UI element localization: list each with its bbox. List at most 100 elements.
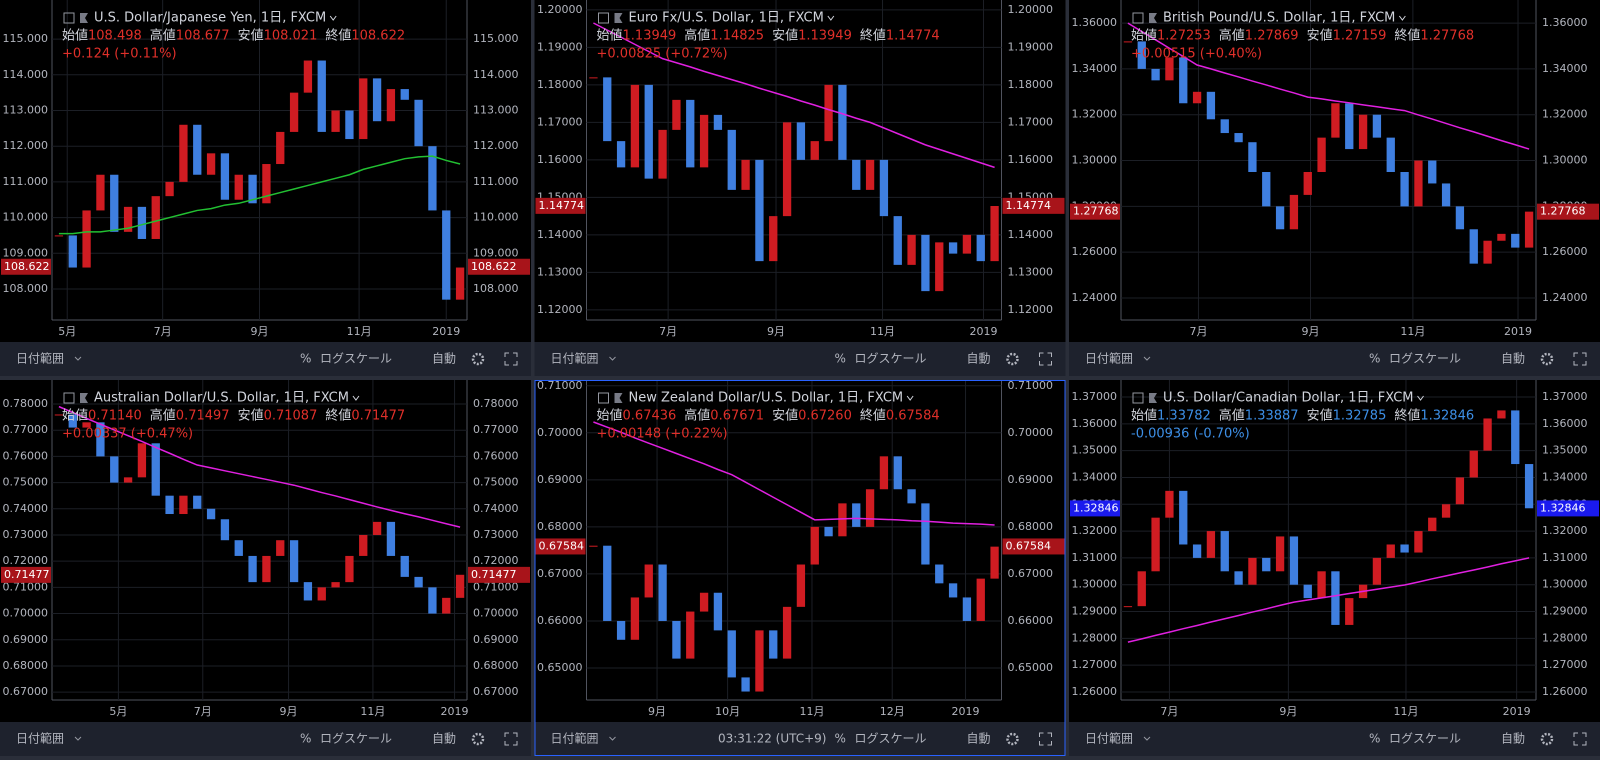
title-chevron[interactable] bbox=[329, 15, 337, 21]
candle bbox=[1524, 211, 1534, 248]
y-tick-label: 0.69000 bbox=[1008, 473, 1054, 486]
last-price-box bbox=[1070, 203, 1120, 220]
y-tick-label: 1.20000 bbox=[537, 3, 583, 16]
ohlc-label: 高値 bbox=[1219, 28, 1245, 44]
candle bbox=[1345, 598, 1354, 625]
ohlc-value: 0.71477 bbox=[351, 409, 405, 424]
candle bbox=[1469, 229, 1478, 264]
active-border bbox=[534, 380, 1066, 756]
settings-button[interactable] bbox=[1540, 352, 1554, 366]
candle bbox=[372, 521, 382, 535]
date-range-chevron[interactable] bbox=[609, 736, 616, 741]
candle bbox=[317, 587, 326, 601]
candle bbox=[1234, 571, 1243, 585]
candle bbox=[1206, 91, 1216, 120]
candle bbox=[165, 181, 174, 197]
date-range-button[interactable]: 日付範囲 bbox=[551, 731, 599, 746]
settings-button[interactable] bbox=[471, 732, 485, 746]
date-range-chevron[interactable] bbox=[74, 736, 82, 741]
x-tick-label: 9月 bbox=[648, 705, 666, 718]
log-scale-button[interactable]: ログスケール bbox=[855, 352, 927, 366]
candle bbox=[1400, 171, 1409, 207]
date-range-button[interactable]: 日付範囲 bbox=[551, 351, 599, 366]
x-tick-label: 2019 bbox=[432, 325, 460, 338]
x-tick-label: 7月 bbox=[154, 325, 172, 338]
date-range-button[interactable]: 日付範囲 bbox=[16, 731, 64, 746]
date-range-chevron[interactable] bbox=[609, 356, 616, 361]
title-chevron[interactable] bbox=[1417, 395, 1424, 401]
chart-panel bbox=[534, 0, 1066, 342]
candle bbox=[1303, 171, 1312, 195]
percent-button[interactable]: % bbox=[835, 352, 846, 366]
candle bbox=[372, 78, 382, 122]
percent-button[interactable]: % bbox=[300, 352, 311, 366]
x-tick-label: 9月 bbox=[1279, 705, 1297, 718]
y-tick-label: 0.71000 bbox=[3, 580, 49, 593]
fullscreen-button[interactable] bbox=[504, 732, 518, 746]
candle bbox=[1497, 410, 1506, 419]
moving-average bbox=[58, 405, 461, 528]
date-range-button[interactable]: 日付範囲 bbox=[1085, 731, 1133, 746]
title-chevron[interactable] bbox=[827, 15, 835, 21]
log-scale-button[interactable]: ログスケール bbox=[1389, 732, 1461, 746]
candle bbox=[220, 153, 230, 200]
log-scale-button[interactable]: ログスケール bbox=[320, 732, 392, 746]
percent-button[interactable]: % bbox=[1369, 352, 1380, 366]
candle bbox=[1192, 544, 1202, 558]
fullscreen-button[interactable] bbox=[1573, 352, 1587, 366]
candle bbox=[644, 564, 653, 598]
auto-button[interactable]: 自動 bbox=[1501, 352, 1525, 366]
y-tick-label: 0.66000 bbox=[537, 614, 583, 627]
auto-button[interactable]: 自動 bbox=[432, 732, 456, 746]
log-scale-button[interactable]: ログスケール bbox=[855, 732, 927, 746]
title-chevron[interactable] bbox=[352, 395, 360, 401]
ohlc-label: 始値 bbox=[1131, 28, 1157, 44]
log-scale-button[interactable]: ログスケール bbox=[320, 352, 392, 366]
date-range-button[interactable]: 日付範囲 bbox=[1085, 351, 1133, 366]
ohlc-value: 108.498 bbox=[88, 29, 142, 44]
percent-button[interactable]: % bbox=[1369, 732, 1380, 746]
title-chevron[interactable] bbox=[1398, 15, 1406, 21]
date-range-button[interactable]: 日付範囲 bbox=[16, 351, 64, 366]
settings-button[interactable] bbox=[1006, 732, 1019, 746]
candle bbox=[234, 540, 243, 556]
auto-button[interactable]: 自動 bbox=[432, 352, 456, 366]
date-range-chevron[interactable] bbox=[1143, 356, 1151, 361]
fullscreen-button[interactable] bbox=[1039, 352, 1052, 366]
ohlc-value: 1.27253 bbox=[1157, 29, 1211, 44]
percent-button[interactable]: % bbox=[835, 732, 846, 746]
chart-title: U.S. Dollar/Canadian Dollar, 1日, FXCM bbox=[1163, 391, 1414, 406]
icon-flag bbox=[1149, 13, 1157, 23]
auto-button[interactable]: 自動 bbox=[967, 352, 991, 366]
auto-button[interactable]: 自動 bbox=[967, 732, 991, 746]
x-tick-label: 12月 bbox=[880, 705, 905, 718]
ohlc-value: 1.14774 bbox=[886, 29, 940, 44]
candle bbox=[276, 540, 285, 556]
percent-button[interactable]: % bbox=[300, 732, 311, 746]
date-range-chevron[interactable] bbox=[1143, 736, 1151, 741]
x-tick-label: 11月 bbox=[1393, 705, 1418, 718]
auto-button[interactable]: 自動 bbox=[1501, 732, 1525, 746]
settings-button[interactable] bbox=[1540, 732, 1554, 746]
log-scale-button[interactable]: ログスケール bbox=[1389, 352, 1461, 366]
candle bbox=[123, 477, 133, 483]
fullscreen-button[interactable] bbox=[1039, 732, 1052, 746]
candle bbox=[54, 414, 64, 416]
date-range-chevron[interactable] bbox=[74, 356, 82, 361]
ohlc-label: 高値 bbox=[1219, 408, 1245, 424]
settings-button[interactable] bbox=[1006, 352, 1019, 366]
settings-button[interactable] bbox=[471, 352, 485, 366]
ohlc-value: 0.71087 bbox=[264, 409, 318, 424]
title-chevron[interactable] bbox=[906, 395, 914, 401]
x-tick-label: 2019 bbox=[952, 705, 980, 718]
fullscreen-button[interactable] bbox=[504, 352, 518, 366]
ohlc-label: 終値 bbox=[860, 408, 886, 424]
y-tick-label: 1.27000 bbox=[1072, 658, 1118, 671]
fullscreen-button[interactable] bbox=[1573, 732, 1587, 746]
ohlc-label: 終値 bbox=[325, 28, 351, 44]
candle bbox=[442, 210, 451, 300]
ohlc-value: 1.27869 bbox=[1245, 29, 1299, 44]
candle bbox=[151, 196, 160, 239]
ohlc-value: 108.677 bbox=[176, 29, 230, 44]
